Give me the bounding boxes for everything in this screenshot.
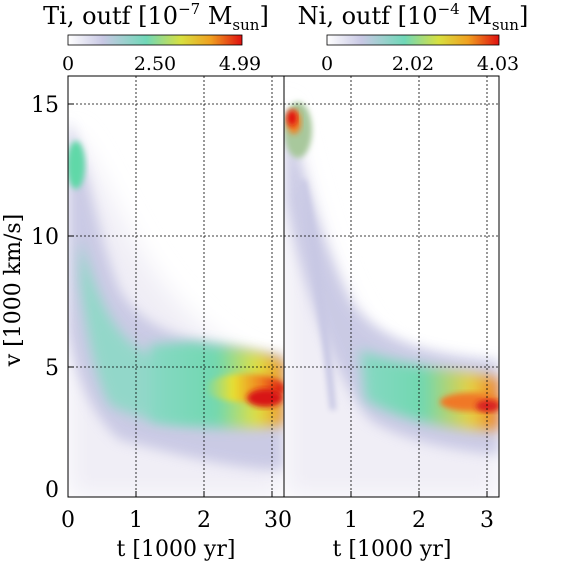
y-tick-10: 10 xyxy=(31,225,59,250)
title-ni: Ni, outf [10−4 Msun] xyxy=(298,0,529,34)
x-tick-ti-0: 0 xyxy=(61,508,75,533)
colorbar-ni-tick-1: 2.02 xyxy=(392,53,434,75)
x-tick-ni-2: 2 xyxy=(412,508,426,533)
colorbar-ti-tick-1: 2.50 xyxy=(134,53,176,75)
y-axis-label: v [1000 km/s] xyxy=(1,214,26,367)
y-tick-0: 0 xyxy=(45,478,59,503)
panel-ni-heatmap xyxy=(284,76,499,497)
title-ti: Ti, outf [10−7 Msun] xyxy=(43,0,269,34)
x-axis-label-ti: t [1000 yr] xyxy=(117,537,236,562)
x-tick-ti-1: 1 xyxy=(129,508,143,533)
y-tick-5: 5 xyxy=(45,356,59,381)
x-tick-ti-3: 3 xyxy=(264,508,278,533)
x-tick-ni-0: 0 xyxy=(278,508,292,533)
x-tick-ti-2: 2 xyxy=(197,508,211,533)
tick-marks xyxy=(68,103,488,497)
colorbar-ni xyxy=(326,34,500,46)
colorbar-ti xyxy=(67,34,243,46)
x-tick-ni-3: 3 xyxy=(480,508,494,533)
colorbar-ni-tick-2: 4.03 xyxy=(477,53,519,75)
colorbar-ni-tick-0: 0 xyxy=(321,53,333,75)
colorbar-ti-tick-0: 0 xyxy=(62,53,74,75)
panel-ni-frame xyxy=(283,75,500,498)
y-tick-15: 15 xyxy=(31,93,59,118)
x-tick-ni-1: 1 xyxy=(344,508,358,533)
panel-ti-heatmap xyxy=(68,76,284,497)
colorbar-ti-tick-2: 4.99 xyxy=(219,53,261,75)
x-axis-label-ni: t [1000 yr] xyxy=(333,537,452,562)
